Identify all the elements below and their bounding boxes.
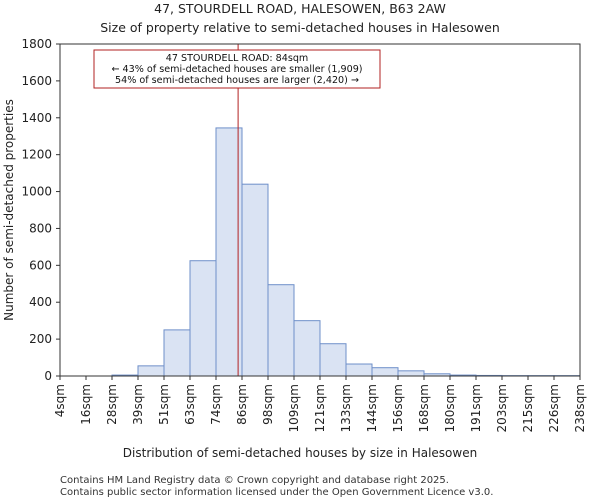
chart-title: 47, STOURDELL ROAD, HALESOWEN, B63 2AW <box>154 1 446 16</box>
chart-subtitle: Size of property relative to semi-detach… <box>100 20 500 35</box>
x-tick-label: 133sqm <box>339 384 353 432</box>
y-tick-label: 1800 <box>21 37 52 51</box>
x-tick-label: 168sqm <box>417 384 431 432</box>
bar-51sqm <box>163 329 191 377</box>
bar-144sqm <box>371 367 399 377</box>
x-tick-label: 74sqm <box>209 384 223 425</box>
x-tick-label: 238sqm <box>573 384 587 432</box>
y-tick-label: 800 <box>29 221 52 235</box>
y-tick-label: 1200 <box>21 148 52 162</box>
annotation-line-1: 47 STOURDELL ROAD: 84sqm <box>166 53 309 64</box>
y-tick-label: 600 <box>29 258 52 272</box>
footer-line-2: Contains public sector information licen… <box>60 487 493 498</box>
y-tick-label: 200 <box>29 332 52 346</box>
bar-86sqm <box>241 183 269 377</box>
x-tick-label: 144sqm <box>365 384 379 432</box>
y-tick-label: 1000 <box>21 185 52 199</box>
bar-133sqm <box>345 363 373 377</box>
x-tick-label: 39sqm <box>131 384 145 425</box>
x-axis-title: Distribution of semi-detached houses by … <box>123 446 477 460</box>
x-tick-label: 28sqm <box>105 384 119 425</box>
x-tick-label: 180sqm <box>443 384 457 432</box>
bars-group <box>111 127 581 377</box>
x-tick-label: 156sqm <box>391 384 405 432</box>
footer-line-1: Contains HM Land Registry data © Crown c… <box>60 475 449 486</box>
x-tick-label: 63sqm <box>183 384 197 425</box>
y-tick-label: 0 <box>44 369 52 383</box>
x-tick-label: 215sqm <box>521 384 535 432</box>
bar-109sqm <box>293 320 321 377</box>
annotation-box: 47 STOURDELL ROAD: 84sqm ← 43% of semi-d… <box>93 49 381 89</box>
annotation-frame <box>93 49 381 89</box>
x-tick-label: 121sqm <box>313 384 327 432</box>
x-tick-label: 98sqm <box>261 384 275 425</box>
x-tick-label: 109sqm <box>287 384 301 432</box>
x-tick-label: 4sqm <box>53 384 67 417</box>
x-tick-label: 191sqm <box>469 384 483 432</box>
bar-121sqm <box>319 343 347 377</box>
y-axis: 0 200 400 600 800 1000 1200 1400 1600 1800 <box>21 37 60 383</box>
x-tick-label: 86sqm <box>235 384 249 425</box>
y-tick-label: 400 <box>29 295 52 309</box>
x-tick-label: 203sqm <box>495 384 509 432</box>
bar-156sqm <box>397 370 425 377</box>
x-tick-label: 226sqm <box>547 384 561 432</box>
annotation-line-2: ← 43% of semi-detached houses are smalle… <box>111 64 362 75</box>
y-tick-label: 1400 <box>21 111 52 125</box>
y-axis-title: Number of semi-detached properties <box>2 99 16 321</box>
bar-63sqm <box>189 260 217 377</box>
annotation-line-3: 54% of semi-detached houses are larger (… <box>115 75 359 86</box>
y-tick-label: 1600 <box>21 74 52 88</box>
bar-98sqm <box>267 284 295 377</box>
x-tick-label: 51sqm <box>157 384 171 425</box>
bar-39sqm <box>137 365 165 377</box>
x-axis: 4sqm 16sqm 28sqm 39sqm 51sqm 63sqm 74sqm 86sqm 9… <box>53 376 587 432</box>
x-tick-label: 16sqm <box>79 384 93 425</box>
